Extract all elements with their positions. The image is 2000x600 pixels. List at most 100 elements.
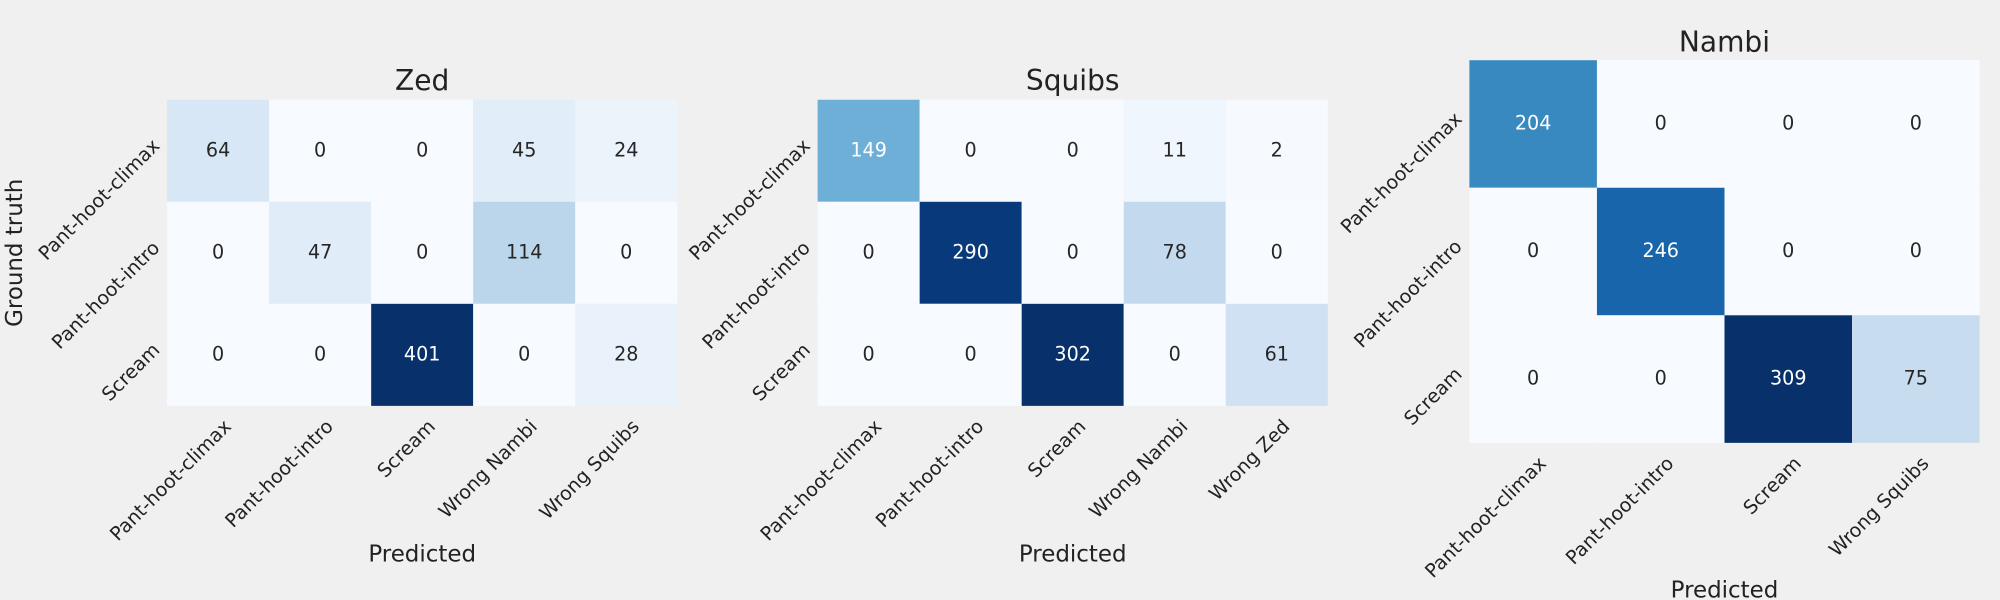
heatmap-cell: [371, 303, 474, 406]
heatmap-cell: [473, 99, 576, 202]
heatmap-cell: [167, 303, 270, 406]
cell-label: 0: [416, 240, 428, 263]
x-tick-label: Pant-hoot-climax: [1420, 452, 1551, 583]
heatmap-cell: [473, 303, 576, 406]
x-tick-label: Pant-hoot-intro: [871, 415, 988, 532]
cell-label: 0: [1527, 239, 1539, 262]
x-axis-label: Predicted: [368, 542, 476, 568]
cell-label: 0: [1169, 342, 1181, 365]
y-tick-label: Scream: [97, 338, 164, 405]
heatmap-cell: [817, 99, 920, 202]
heatmap-cell: [919, 201, 1022, 304]
heatmap-cell: [1469, 60, 1597, 188]
cell-label: 0: [314, 138, 326, 161]
heatmap-cell: [1225, 201, 1328, 304]
heatmap-cell: [1596, 315, 1725, 443]
heatmap-cell: [1852, 187, 1980, 316]
heatmap-cell: [1852, 315, 1980, 443]
heatmap-cell: [1123, 303, 1226, 406]
cell-label: 28: [614, 342, 638, 365]
cell-label: 45: [512, 138, 536, 161]
cell-label: 0: [212, 240, 224, 263]
heatmap-cell: [919, 99, 1022, 202]
x-tick-label: Pant-hoot-climax: [756, 415, 887, 546]
heatmap-cell: [269, 303, 372, 406]
cell-label: 246: [1642, 239, 1679, 262]
cell-label: 0: [212, 342, 224, 365]
x-tick-label: Pant-hoot-intro: [1561, 452, 1678, 569]
heatmap-cell: [817, 201, 920, 304]
heatmap-cell: [817, 303, 920, 406]
cell-label: 0: [863, 240, 875, 263]
y-axis-label: Ground truth: [2, 179, 28, 327]
chart-title: Zed: [395, 64, 449, 97]
cell-label: 0: [1910, 239, 1922, 262]
x-tick-label: Scream: [372, 415, 439, 482]
x-tick-label: Wrong Nambi: [434, 415, 542, 523]
cell-label: 78: [1163, 240, 1187, 263]
y-tick-label: Pant-hoot-intro: [1349, 235, 1466, 352]
cell-label: 0: [1782, 239, 1794, 262]
cell-label: 0: [1655, 367, 1667, 390]
cell-label: 0: [1782, 111, 1794, 134]
cell-label: 0: [1271, 240, 1283, 263]
heatmap-cell: [371, 99, 474, 202]
x-tick-label: Wrong Squibs: [535, 415, 644, 524]
x-tick-label: Pant-hoot-climax: [105, 415, 236, 546]
heatmap-cell: [1021, 303, 1124, 406]
heatmap-cell: [1469, 187, 1597, 316]
heatmap-cell: [371, 201, 474, 304]
y-tick-label: Scream: [1399, 363, 1466, 430]
cell-label: 149: [850, 138, 887, 161]
heatmap-cell: [269, 201, 372, 304]
heatmap-cell: [1724, 315, 1853, 443]
x-tick-label: Scream: [1023, 415, 1090, 482]
chart-title: Nambi: [1679, 26, 1770, 59]
x-axis-label: Predicted: [1671, 577, 1779, 600]
heatmap-cell: [1123, 201, 1226, 304]
heatmap-cell: [1852, 60, 1980, 188]
cell-label: 0: [1655, 111, 1667, 134]
x-tick-label: Pant-hoot-intro: [220, 415, 337, 532]
cell-label: 11: [1163, 138, 1187, 161]
cell-label: 401: [404, 342, 441, 365]
heatmap-cell: [1596, 187, 1725, 316]
y-tick-label: Scream: [747, 338, 814, 405]
heatmap-cell: [1724, 60, 1853, 188]
cell-label: 64: [206, 138, 230, 161]
heatmap-cell: [1225, 303, 1328, 406]
cell-label: 290: [952, 240, 989, 263]
heatmap-cell: [167, 201, 270, 304]
heatmap-cell: [1596, 60, 1725, 188]
cell-label: 0: [1067, 240, 1079, 263]
heatmap-cell: [575, 99, 678, 202]
cell-label: 0: [1527, 367, 1539, 390]
heatmap-cell: [473, 201, 576, 304]
y-tick-label: Pant-hoot-intro: [47, 236, 164, 353]
heatmap-cell: [1021, 201, 1124, 304]
y-tick-label: Pant-hoot-climax: [1336, 107, 1467, 238]
heatmap-cell: [1225, 99, 1328, 202]
heatmap-cell: [1724, 187, 1853, 316]
heatmap-cell: [167, 99, 270, 202]
cell-label: 0: [620, 240, 632, 263]
cell-label: 2: [1271, 138, 1283, 161]
cell-label: 0: [1067, 138, 1079, 161]
heatmap-cell: [1469, 315, 1597, 443]
cell-label: 24: [614, 138, 638, 161]
heatmap-cell: [269, 99, 372, 202]
cell-label: 302: [1054, 342, 1091, 365]
cell-label: 75: [1904, 367, 1928, 390]
cell-label: 0: [518, 342, 530, 365]
heatmap-cell: [919, 303, 1022, 406]
heatmap-cell: [575, 303, 678, 406]
cell-label: 0: [416, 138, 428, 161]
cell-label: 0: [1910, 111, 1922, 134]
cell-label: 0: [314, 342, 326, 365]
heatmap-cell: [1123, 99, 1226, 202]
chart-title: Squibs: [1026, 64, 1120, 97]
heatmap-cell: [1021, 99, 1124, 202]
cell-label: 47: [308, 240, 332, 263]
